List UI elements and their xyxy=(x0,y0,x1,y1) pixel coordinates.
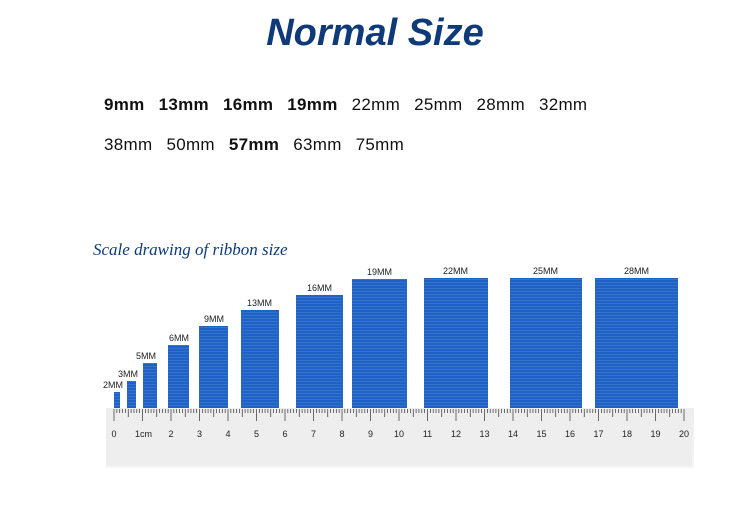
ruler-label: 15 xyxy=(536,429,546,439)
ruler-label: 8 xyxy=(339,429,344,439)
ruler-label: 9 xyxy=(368,429,373,439)
size-option: 25mm xyxy=(414,95,463,114)
ribbon-sample xyxy=(127,381,136,409)
ribbon-size-label: 19MM xyxy=(367,267,393,277)
size-option: 75mm xyxy=(355,135,405,154)
ribbon-size-label: 6MM xyxy=(169,333,189,343)
ribbon-size-label: 25MM xyxy=(533,266,559,276)
ribbon-sample xyxy=(168,345,189,409)
ruler-label: 5 xyxy=(254,429,259,439)
ruler-label: 19 xyxy=(650,429,660,439)
ruler-label: 10 xyxy=(394,429,404,439)
size-option: 57mm xyxy=(228,135,280,154)
ribbon-size-label: 2MM xyxy=(103,380,123,390)
size-list-row-2: 38mm 50mm 57mm 63mm 75mm xyxy=(104,135,418,155)
ruler-label: 17 xyxy=(593,429,603,439)
ribbon-size-label: 22MM xyxy=(443,266,469,276)
ruler: 0 1cm 2 3 4 5 6 7 8 9 10 11 12 13 14 15 16 17 18 19 20 xyxy=(106,408,692,466)
ruler-label: 6 xyxy=(282,429,287,439)
ruler-label: 14 xyxy=(508,429,518,439)
ribbon-size-label: 5MM xyxy=(136,351,156,361)
ribbon-size-label: 3MM xyxy=(118,369,138,379)
size-list-row-1: 9mm 13mm 16mm 19mm 22mm 25mm 28mm 32mm xyxy=(104,95,601,115)
ribbon-sample xyxy=(114,392,120,409)
ribbon-size-label: 13MM xyxy=(247,298,273,308)
ruler-label: 16 xyxy=(565,429,575,439)
ruler-label: 11 xyxy=(423,429,432,439)
ribbon-sample xyxy=(352,279,407,409)
ruler-label: 3 xyxy=(197,429,202,439)
ribbon-sample xyxy=(241,310,279,409)
ribbon-sample xyxy=(595,278,678,409)
ribbon-sample xyxy=(199,326,228,409)
ruler-label: 4 xyxy=(225,429,230,439)
size-option: 16mm xyxy=(222,95,274,114)
size-option: 32mm xyxy=(538,95,588,114)
ruler-label: 2 xyxy=(168,429,173,439)
size-option: 38mm xyxy=(104,135,153,154)
ruler-label: 0 xyxy=(111,429,116,439)
size-option: 9mm xyxy=(104,95,145,114)
scale-caption: Scale drawing of ribbon size xyxy=(93,240,288,259)
ribbon-sample xyxy=(296,295,343,409)
ribbon-sample xyxy=(510,278,582,409)
ruler-label: 18 xyxy=(622,429,632,439)
size-option: 19mm xyxy=(287,95,338,114)
ribbon-sample xyxy=(424,278,488,409)
size-option: 13mm xyxy=(158,95,209,114)
size-option: 50mm xyxy=(166,135,215,154)
size-option: 63mm xyxy=(293,135,342,154)
size-option: 22mm xyxy=(351,95,401,114)
ruler-label: 13 xyxy=(479,429,489,439)
page-title: Normal Size xyxy=(266,12,484,54)
ribbon-size-label: 9MM xyxy=(204,314,224,324)
ribbon-size-label: 16MM xyxy=(307,283,333,293)
ruler-label: 7 xyxy=(311,429,316,439)
size-option: 28mm xyxy=(476,95,525,114)
ribbon-sample xyxy=(143,363,157,409)
ribbon-size-label: 28MM xyxy=(624,266,650,276)
ruler-label: 20 xyxy=(679,429,689,439)
ruler-label: 1cm xyxy=(135,429,152,439)
ruler-label: 12 xyxy=(451,429,461,439)
